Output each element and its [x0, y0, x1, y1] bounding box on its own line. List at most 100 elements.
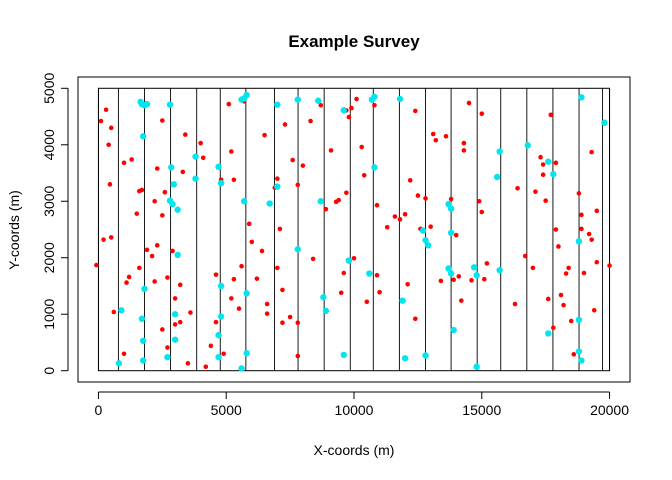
detection-point [328, 148, 334, 153]
observation-point [345, 257, 353, 264]
observation-point [274, 183, 281, 190]
detection-point [300, 163, 306, 168]
detection-point [213, 272, 219, 277]
detection-point [540, 172, 546, 178]
detection-point [538, 154, 543, 160]
observation-point [422, 352, 429, 359]
detection-point [415, 193, 421, 198]
detection-point [290, 157, 295, 163]
y-axis-label: Y-coords (m) [6, 190, 22, 270]
x-tick-label: 5000 [211, 402, 242, 418]
observation-point [496, 148, 503, 155]
detection-point [137, 265, 142, 271]
detection-point [208, 343, 214, 349]
observation-point [524, 142, 531, 149]
detection-point [180, 169, 186, 175]
observation-point [424, 242, 432, 249]
detection-point [277, 226, 283, 232]
x-tick-label: 20000 [590, 402, 629, 418]
detection-point [453, 232, 459, 238]
observation-point [174, 251, 181, 259]
detection-point [203, 364, 209, 370]
detection-point [397, 217, 403, 222]
detection-point [231, 177, 237, 183]
detection-point [98, 118, 104, 124]
detection-point [413, 316, 418, 322]
detection-point [139, 187, 145, 193]
detection-point [413, 108, 418, 114]
detection-point [124, 280, 129, 285]
observation-point [496, 266, 503, 274]
observation-point [171, 336, 179, 343]
observation-point [575, 348, 583, 355]
detection-point [108, 125, 114, 131]
detection-point [134, 211, 140, 216]
detection-point [336, 197, 341, 203]
detection-point [280, 287, 285, 293]
detection-point [226, 101, 232, 107]
detection-point [152, 279, 157, 284]
detection-point [515, 185, 520, 191]
detection-point [484, 261, 490, 266]
detection-point [239, 263, 244, 269]
detection-point [183, 132, 188, 137]
detection-point [364, 299, 370, 305]
detection-point [94, 262, 99, 268]
detection-point [448, 196, 454, 202]
observation-point [215, 163, 222, 171]
detection-point [351, 256, 357, 261]
detection-point [144, 247, 150, 253]
detection-point [280, 320, 285, 325]
detection-point [428, 224, 433, 229]
observation-point [115, 360, 123, 367]
observation-point [215, 331, 222, 339]
detection-point [423, 196, 428, 201]
observation-point [166, 101, 174, 108]
detection-point [354, 96, 359, 102]
detection-point [259, 248, 265, 254]
observation-point [317, 198, 324, 205]
detection-point [586, 231, 592, 237]
observation-point [473, 272, 480, 279]
detection-point [229, 296, 234, 301]
observation-point [550, 170, 557, 178]
detection-point [221, 351, 226, 357]
detection-point [566, 265, 571, 271]
detection-point [129, 157, 134, 162]
y-tick-label: 4000 [41, 129, 57, 160]
observation-point [401, 355, 409, 362]
detection-point [213, 319, 219, 325]
observation-point [174, 206, 181, 213]
observation-point [447, 270, 455, 277]
detection-point [548, 112, 554, 118]
detection-point [165, 275, 170, 280]
detection-point [459, 298, 464, 303]
observation-point [575, 316, 583, 324]
detection-point [561, 302, 566, 308]
detection-point [438, 278, 444, 284]
observation-point [445, 200, 452, 208]
detection-point [479, 209, 485, 215]
detection-point [177, 282, 183, 288]
observation-point [578, 357, 585, 364]
observation-point [169, 200, 176, 208]
detection-point [558, 292, 564, 298]
detection-point [295, 182, 301, 188]
detection-point [433, 137, 439, 143]
observation-point [171, 311, 179, 318]
observation-point [340, 351, 347, 359]
observation-point [240, 198, 248, 205]
observation-point [320, 294, 327, 301]
detection-point [461, 140, 467, 146]
detection-point [295, 320, 301, 325]
detection-point [543, 198, 548, 203]
observation-point [141, 285, 148, 293]
detection-point [392, 214, 398, 219]
detection-point [359, 144, 364, 150]
detection-point [106, 142, 111, 148]
detection-point [579, 212, 584, 218]
survey-region [97, 87, 611, 372]
detection-point [563, 271, 569, 276]
observation-point [170, 181, 178, 188]
